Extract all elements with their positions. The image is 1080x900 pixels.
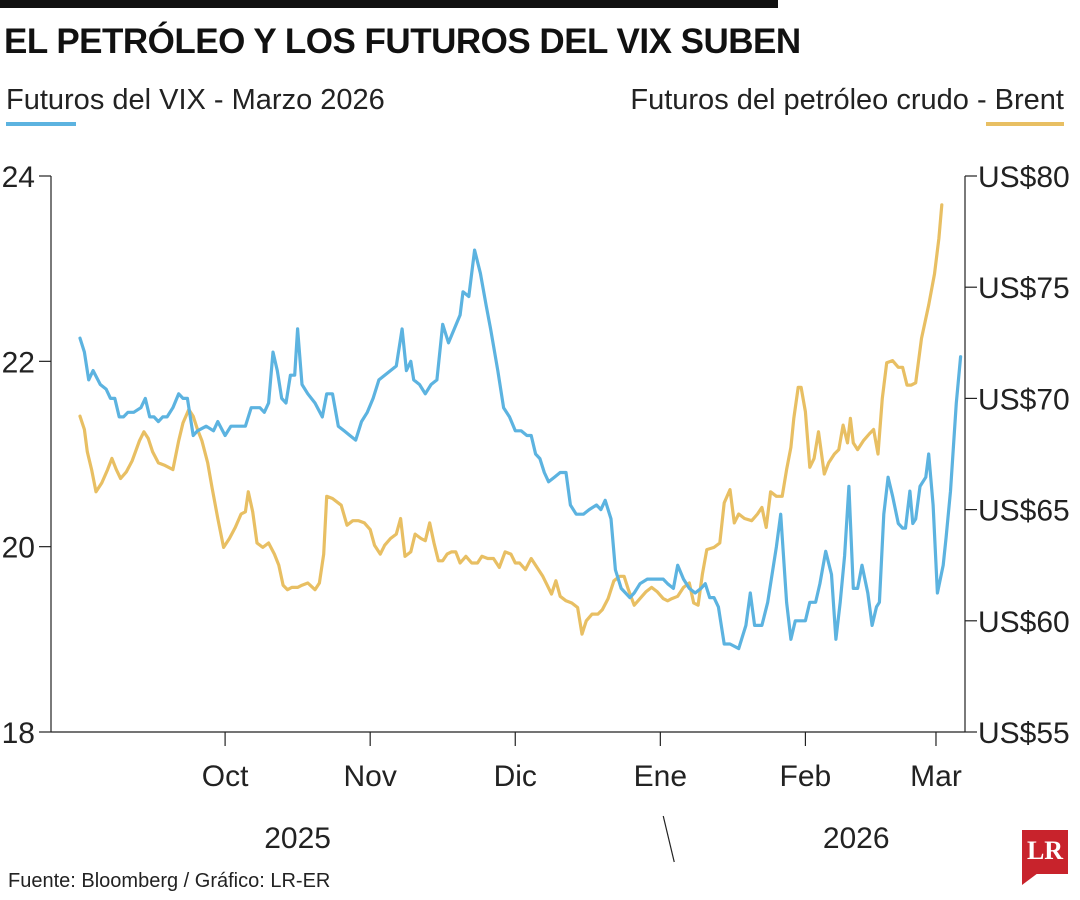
chart-axes xyxy=(39,175,977,863)
x-tick-label: Nov xyxy=(343,760,396,793)
x-tick-label: Feb xyxy=(780,760,832,793)
legend-brent-swatch xyxy=(986,122,1064,126)
right-tick-label: US$60 xyxy=(978,606,1070,639)
lr-logo-text: LR xyxy=(1026,836,1064,865)
series-line-brent xyxy=(78,203,944,636)
right-tick-label: US$70 xyxy=(978,383,1070,416)
x-tick-label: Mar xyxy=(910,760,962,793)
source-note: Fuente: Bloomberg / Gráfico: LR-ER xyxy=(8,870,331,892)
year-label: 2025 xyxy=(264,822,331,855)
lr-logo-tail xyxy=(1022,873,1038,885)
x-tick-label: Ene xyxy=(634,760,687,793)
left-tick-label: 22 xyxy=(2,346,35,379)
right-tick-label: US$75 xyxy=(978,272,1070,305)
chart-lines xyxy=(78,203,963,651)
left-tick-label: 24 xyxy=(2,161,35,194)
year-separator xyxy=(662,815,675,863)
top-rule xyxy=(0,0,778,8)
right-tick-label: US$80 xyxy=(978,161,1070,194)
left-tick-label: 18 xyxy=(2,717,35,750)
chart-title: EL PETRÓLEO Y LOS FUTUROS DEL VIX SUBEN xyxy=(4,22,801,61)
x-tick-label: Oct xyxy=(202,760,249,793)
series-line-vix xyxy=(78,248,963,651)
year-label: 2026 xyxy=(823,822,890,855)
x-tick-label: Dic xyxy=(494,760,537,793)
legend-brent-label: Futuros del petróleo crudo - Brent xyxy=(630,84,1064,116)
chart-labels: 18 20 22 24 US$55 US$60 US$65 US$70 US$75 US$80 Oc… xyxy=(2,161,1070,855)
legend-vix-swatch xyxy=(6,122,76,126)
legend-vix-label: Futuros del VIX - Marzo 2026 xyxy=(6,84,385,116)
lr-logo: LR xyxy=(1022,830,1068,874)
left-tick-label: 20 xyxy=(2,532,35,565)
right-tick-label: US$65 xyxy=(978,495,1070,528)
right-tick-label: US$55 xyxy=(978,717,1070,750)
